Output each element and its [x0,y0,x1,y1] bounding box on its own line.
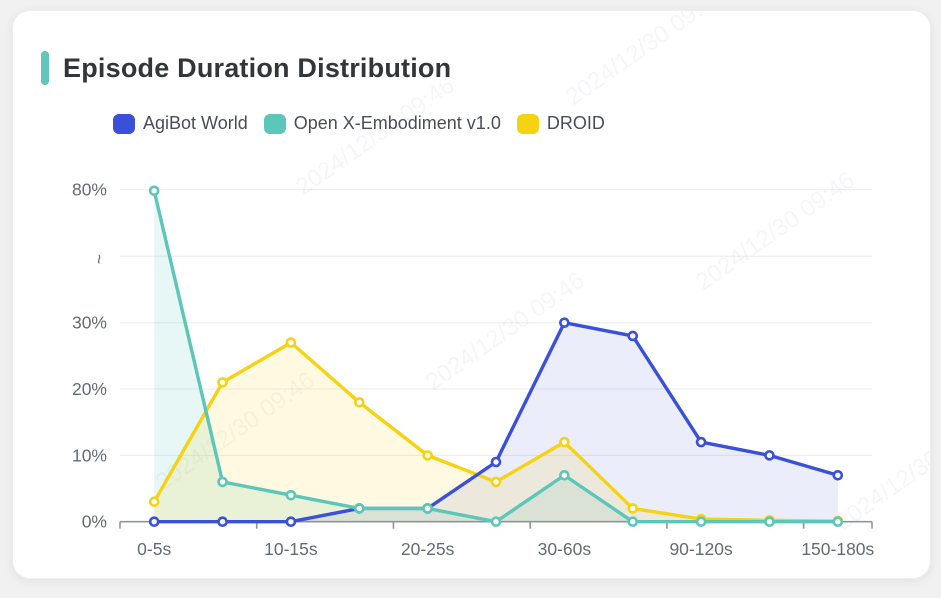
y-axis-tick-label: 80% [72,180,107,200]
series-point[interactable] [832,516,844,528]
series-point[interactable] [695,516,707,528]
x-axis-tick-label: 150-180s [801,539,874,559]
y-axis-tick-label: 0% [82,512,107,532]
legend-swatch-icon [516,113,539,134]
series-point[interactable] [148,496,160,508]
series-point[interactable] [490,456,502,468]
series-point[interactable] [217,377,228,388]
series-point[interactable] [353,396,365,408]
series-area-1 [154,190,838,522]
series-point[interactable] [148,185,160,197]
series-area-2 [154,342,838,522]
series-point[interactable] [422,450,433,461]
series-point[interactable] [285,337,297,348]
legend-label: Open X-Embodiment v1.0 [293,113,501,133]
series-point[interactable] [285,516,297,528]
series-point[interactable] [695,436,707,448]
x-axis-tick-label: 0-5s [137,539,171,559]
watermark-text: 2024/12/30 09:46 [561,11,730,111]
line-chart-canvas: 2024/12/30 09:46 2024/12/30 09:46 2024/12/… [72,11,930,559]
series-point[interactable] [627,503,639,514]
series-area-0 [154,322,838,522]
watermark-text: 2024/12/30 09:46 [691,167,860,296]
y-axis-tick-label: 10% [72,445,107,465]
legend-swatch-icon [263,113,286,134]
series-point[interactable] [217,516,228,528]
legend-item-open-x-embodiment[interactable]: Open X-Embodiment v1.0 [263,113,501,134]
y-axis-tick-label: 20% [72,379,107,399]
y-axis-tick-label: 30% [72,313,107,333]
watermark-text: 2024/12/30 09:46 [291,72,460,201]
page-title: Episode Duration Distribution [63,52,452,83]
series-point[interactable] [559,469,570,481]
series-point[interactable] [764,450,775,461]
series-point[interactable] [353,503,365,514]
y-axis-break-symbol: ~ [89,254,109,264]
series-point[interactable] [422,503,433,514]
title-accent-bar [41,51,49,85]
x-axis-tick-label: 30-60s [538,539,592,559]
x-axis-tick-label: 10-15s [264,539,318,559]
legend-item-agibot-world[interactable]: AgiBot World [113,113,248,134]
chart-card: Episode Duration Distribution AgiBot Wor… [12,10,931,579]
watermark-text: 2024/12/30 09:46 [831,407,930,536]
series-point[interactable] [285,489,297,501]
series-point[interactable] [559,317,570,329]
series-point[interactable] [148,516,160,528]
x-axis-tick-label: 20-25s [401,539,455,559]
series-point[interactable] [559,436,570,448]
series-point[interactable] [490,476,502,488]
legend-swatch-icon [113,113,135,134]
series-point[interactable] [217,476,228,488]
legend-label: DROID [546,113,605,133]
series-point[interactable] [627,330,639,342]
series-point[interactable] [490,516,502,528]
series-point[interactable] [832,469,844,481]
series-point[interactable] [627,516,639,528]
legend-label: AgiBot World [143,113,248,133]
x-axis-tick-label: 90-120s [669,539,732,559]
series-point[interactable] [764,516,775,528]
chart-legend: AgiBot World Open X-Embodiment v1.0 DROI… [113,113,605,134]
legend-item-droid[interactable]: DROID [516,113,605,134]
chart-header: Episode Duration Distribution [41,51,451,85]
